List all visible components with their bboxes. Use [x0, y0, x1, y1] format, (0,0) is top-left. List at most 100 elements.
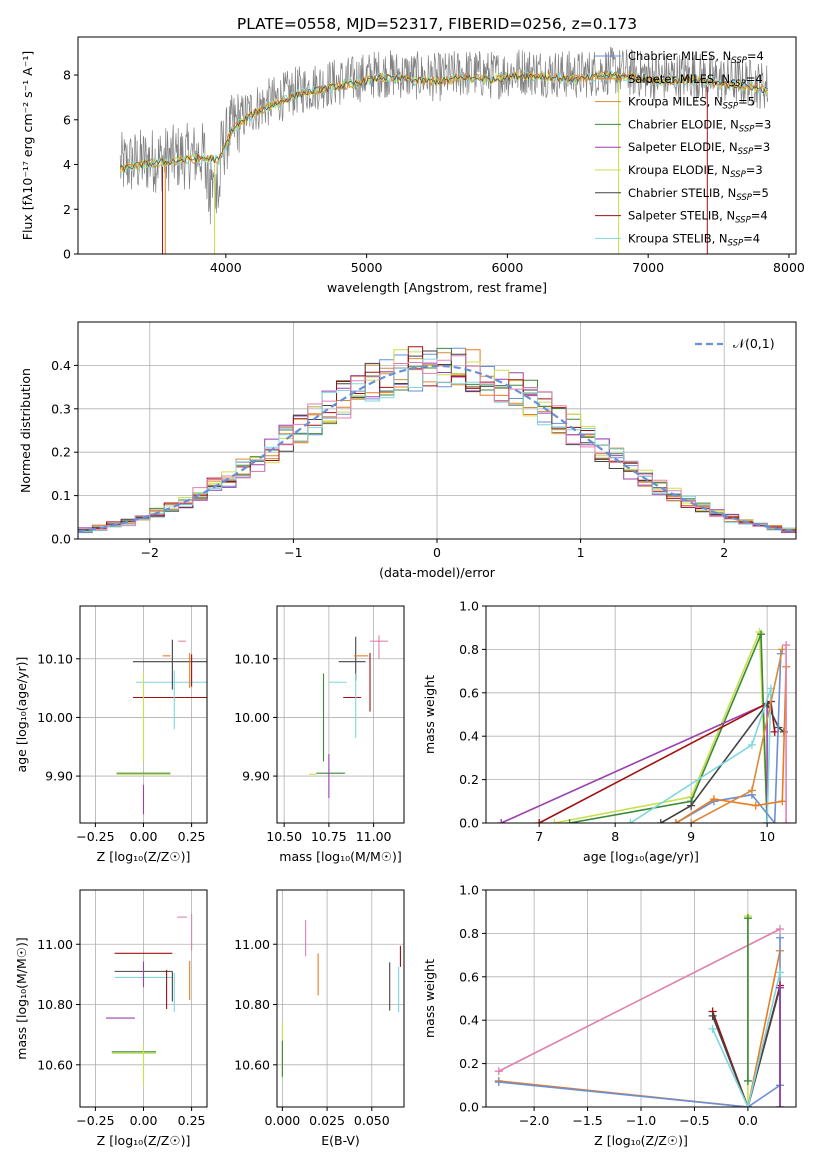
- x-tick-label: 0.25: [178, 829, 206, 844]
- series-marker: [747, 740, 756, 749]
- x-tick-label: −1: [284, 545, 302, 560]
- x-tick-label: −0.25: [76, 1113, 114, 1128]
- series-marker: [565, 819, 574, 823]
- series-marker: [656, 819, 665, 823]
- plot-area: [119, 46, 769, 254]
- series-line: [554, 631, 768, 823]
- legend-label: 𝒩(0,1): [733, 336, 775, 351]
- panel-residuals: 𝒩(0,1) −2 −1 0 1 2 0.0 0.1 0.2 0.3 0.4 (data-model)…: [18, 321, 797, 580]
- y-axis-label: age [log₁₀(age/yr)]: [14, 657, 29, 773]
- legend-label: Salpeter ELODIE, NSSP=3: [628, 140, 770, 157]
- x-axis-label: age [log₁₀(age/yr)]: [583, 849, 699, 864]
- y-tick-label: 0.2: [459, 772, 479, 787]
- y-axis-label: Normed distribution: [18, 368, 33, 493]
- y-tick-label: 10.60: [234, 1057, 270, 1072]
- legend-label: Kroupa ELODIE, NSSP=3: [628, 163, 763, 180]
- y-tick-label: 11.00: [234, 937, 270, 952]
- y-tick-label: 2: [63, 202, 71, 217]
- series-marker: [708, 1024, 717, 1033]
- series-marker: [535, 819, 544, 823]
- series-marker: [494, 1078, 503, 1087]
- panel-massweight-vs-Z: −2.0 −1.5 −1.0 −0.5 0.0 0.0 0.2 0.4 0.6 0.8 1.0 Z […: [422, 883, 797, 1148]
- legend-label: Chabrier MILES, NSSP=4: [628, 49, 764, 66]
- series-marker: [775, 933, 784, 942]
- series-marker: [782, 641, 791, 650]
- y-tick-label: 0.3: [51, 401, 71, 416]
- x-tick-label: 8000: [773, 260, 805, 275]
- x-tick-label: 2: [720, 545, 728, 560]
- series-marker: [757, 630, 766, 639]
- y-tick-label: 9.90: [242, 769, 270, 784]
- x-tick-label: 0.0: [738, 1113, 758, 1128]
- panel-spectrum: Chabrier MILES, NSSP=4 Salpeter MILES, NS…: [20, 36, 805, 295]
- series-marker: [550, 819, 559, 823]
- x-axis-label: Z [log₁₀(Z/Z☉)]: [97, 1133, 191, 1148]
- x-tick-label: 7: [535, 829, 543, 844]
- y-tick-label: 0.2: [459, 1056, 479, 1071]
- legend-label: Chabrier STELIB, NSSP=5: [628, 186, 769, 203]
- y-tick-label: 0.0: [459, 816, 479, 831]
- y-tick-label: 0.8: [459, 926, 479, 941]
- x-tick-label: −1.5: [572, 1113, 602, 1128]
- series-marker: [626, 819, 635, 823]
- x-tick-label: 10.75: [311, 829, 347, 844]
- x-axis-label: (data-model)/error: [379, 565, 496, 580]
- y-tick-label: 8: [63, 68, 71, 83]
- spectrum-model-line: [119, 71, 768, 173]
- axes-frame: [276, 889, 405, 1108]
- legend: Chabrier MILES, NSSP=4 Salpeter MILES, NS…: [595, 49, 771, 248]
- y-axis-label: mass weight: [422, 675, 437, 754]
- y-tick-label: 10.10: [234, 651, 270, 666]
- x-axis-label: E(B-V): [321, 1133, 360, 1148]
- series-marker: [778, 797, 787, 806]
- x-tick-label: 10.50: [266, 829, 302, 844]
- series-line: [498, 928, 781, 1072]
- y-tick-label: 1.0: [459, 599, 479, 614]
- series-marker: [671, 819, 680, 823]
- x-axis-label: Z [log₁₀(Z/Z☉)]: [97, 849, 191, 864]
- y-tick-label: 9.90: [45, 769, 73, 784]
- panel-age-vs-Z: −0.25 0.00 0.25 9.90 10.00 10.10 Z [log₁₀(Z/Z☉…: [14, 605, 208, 864]
- x-tick-label: −2.0: [519, 1113, 549, 1128]
- x-tick-label: 9: [687, 829, 695, 844]
- series-line: [629, 688, 772, 823]
- panel-age-vs-mass: 10.50 10.75 11.00 9.90 10.00 10.10 mass [log₁₀…: [234, 605, 405, 864]
- series-marker: [775, 1103, 784, 1107]
- series-marker: [763, 819, 772, 823]
- spectrum-data-line: [119, 46, 769, 225]
- figure-title: PLATE=0558, MJD=52317, FIBERID=0256, z=0…: [237, 15, 637, 33]
- axes-frame: [276, 605, 405, 824]
- y-tick-label: 0.6: [459, 969, 479, 984]
- series-marker: [775, 968, 784, 977]
- x-axis-label: Z [log₁₀(Z/Z☉)]: [594, 1133, 688, 1148]
- series-line: [711, 987, 781, 1107]
- axes-frame: [485, 605, 797, 824]
- series-marker: [743, 1103, 752, 1107]
- x-tick-label: 7000: [632, 260, 664, 275]
- series-marker: [775, 983, 784, 992]
- legend-label: Salpeter STELIB, NSSP=4: [628, 209, 768, 226]
- y-tick-label: 10.00: [234, 710, 270, 725]
- x-tick-label: −1.0: [626, 1113, 656, 1128]
- y-tick-label: 0.2: [51, 445, 71, 460]
- x-tick-label: −0.25: [76, 829, 114, 844]
- plot-area: [105, 914, 193, 1086]
- panels: Chabrier MILES, NSSP=4 Salpeter MILES, NS…: [14, 36, 805, 1148]
- y-tick-label: 0: [63, 247, 71, 262]
- x-tick-label: 0.000: [264, 1113, 300, 1128]
- x-tick-label: 0: [433, 545, 441, 560]
- y-tick-label: 10.00: [37, 710, 73, 725]
- x-tick-label: 10: [759, 829, 775, 844]
- y-tick-label: 6: [63, 112, 71, 127]
- series-line: [538, 700, 776, 823]
- histogram-step: [78, 355, 796, 532]
- plot-area: [494, 912, 784, 1107]
- series-line: [500, 702, 768, 823]
- y-tick-label: 0.4: [459, 729, 479, 744]
- legend: 𝒩(0,1): [695, 336, 775, 351]
- y-axis-label: mass weight: [422, 959, 437, 1038]
- y-tick-label: 1.0: [459, 883, 479, 898]
- y-tick-label: 11.00: [37, 937, 73, 952]
- legend-label: Kroupa STELIB, NSSP=4: [628, 231, 760, 248]
